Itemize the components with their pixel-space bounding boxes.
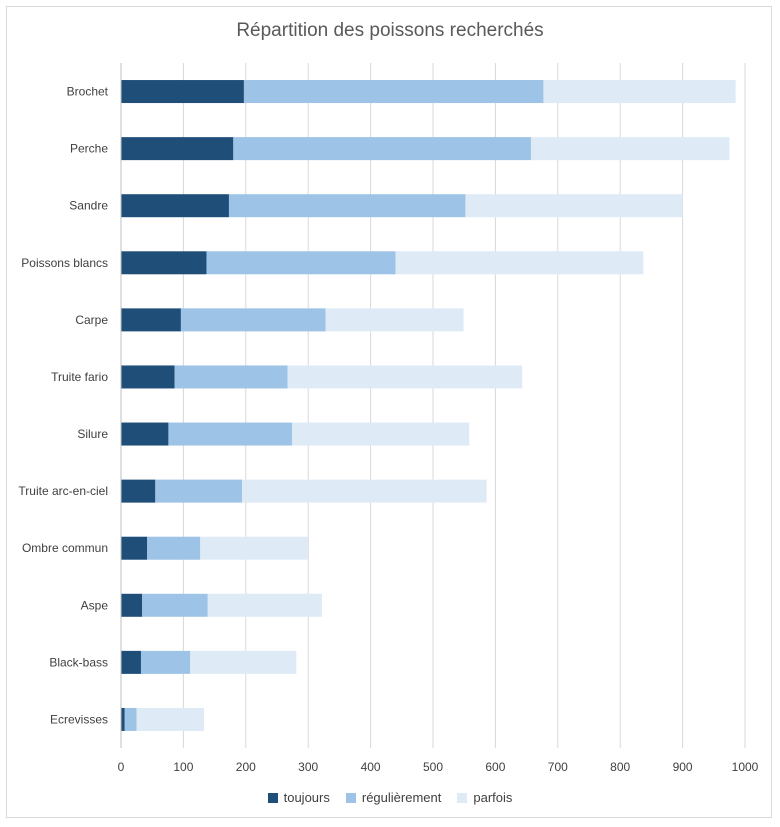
category-label: Sandre (69, 199, 108, 213)
category-label: Brochet (67, 85, 109, 99)
category-label: Black-bass (49, 655, 108, 669)
bar-segment (121, 650, 141, 674)
legend-item: toujours (267, 790, 330, 805)
legend-swatch (457, 792, 468, 803)
bar-segment (121, 80, 244, 104)
bar-segment (140, 650, 191, 674)
bar-segment (206, 251, 396, 275)
bar-segment (180, 308, 326, 332)
bar-segment (530, 137, 730, 161)
bar-segment (121, 707, 125, 731)
bars (121, 80, 736, 731)
x-tick-label: 500 (423, 760, 443, 774)
bar-segment (168, 422, 292, 446)
bar-segment (325, 308, 464, 332)
bar-segment (243, 80, 544, 104)
x-tick-label: 400 (361, 760, 381, 774)
bar-segment (190, 650, 297, 674)
category-label: Poissons blancs (21, 256, 108, 270)
legend-label: toujours (283, 790, 330, 805)
bar-segment (121, 308, 181, 332)
bar-segment (287, 365, 523, 389)
legend: toujours régulièrement parfois (0, 790, 780, 806)
chart-title: Répartition des poissons recherchés (236, 20, 544, 41)
bar-segment (155, 479, 243, 503)
x-tick-label: 1000 (732, 760, 759, 774)
bar-segment (147, 536, 201, 560)
bar-segment (543, 80, 736, 104)
bar-segment (174, 365, 288, 389)
x-tick-label: 600 (485, 760, 505, 774)
bar-segment (121, 536, 148, 560)
legend-item: régulièrement (345, 790, 442, 805)
bar-segment (121, 251, 207, 275)
gridlines (120, 63, 746, 748)
category-labels: Brochet Perche Sandre Poissons blancs Carpe T… (18, 85, 108, 727)
bar-segment (121, 365, 175, 389)
category-label: Ombre commun (22, 541, 108, 555)
x-tick-label: 0 (118, 760, 125, 774)
category-label: Aspe (81, 598, 109, 612)
bar-segment (291, 422, 470, 446)
category-label: Perche (70, 142, 108, 156)
bar-segment (395, 251, 644, 275)
bar-segment (136, 707, 204, 731)
x-tick-label: 900 (673, 760, 693, 774)
bar-segment (121, 194, 229, 218)
bar-segment (121, 593, 143, 617)
bar-segment (121, 422, 169, 446)
category-label: Truite arc-en-ciel (18, 484, 108, 498)
bar-segment (121, 479, 156, 503)
legend-label: parfois (473, 790, 513, 805)
bar-segment (121, 137, 234, 161)
category-label: Truite fario (51, 370, 108, 384)
legend-item: parfois (457, 790, 512, 805)
bar-segment (142, 593, 208, 617)
legend-swatch (267, 792, 278, 803)
bar-segment (207, 593, 322, 617)
category-label: Silure (77, 427, 108, 441)
bar-segment (233, 137, 531, 161)
legend-label: régulièrement (361, 790, 442, 805)
x-tick-label: 300 (298, 760, 318, 774)
x-tick-labels: 0 100 200 300 400 500 600 700 800 900 1000 (118, 760, 759, 774)
bar-segment (200, 536, 308, 560)
category-label: Carpe (75, 313, 108, 327)
x-tick-label: 700 (548, 760, 568, 774)
legend-swatch (345, 792, 356, 803)
x-tick-label: 800 (610, 760, 630, 774)
bar-segment (465, 194, 683, 218)
bar-segment (228, 194, 466, 218)
x-tick-label: 200 (236, 760, 256, 774)
x-tick-label: 100 (173, 760, 193, 774)
bar-segment (124, 707, 137, 731)
bar-segment (242, 479, 487, 503)
category-label: Ecrevisses (50, 712, 108, 726)
